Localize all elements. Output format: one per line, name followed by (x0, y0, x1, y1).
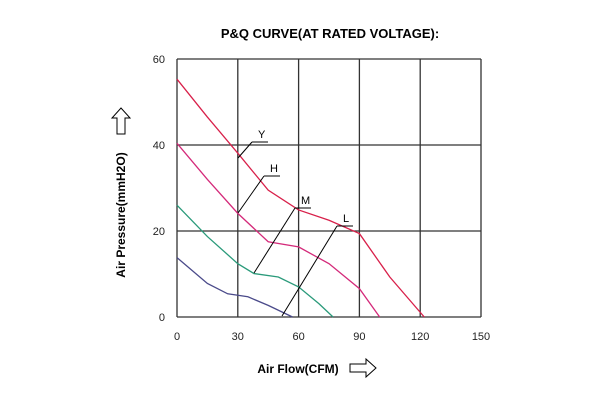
x-tick-label: 0 (174, 331, 180, 343)
series-line-H (176, 142, 381, 318)
y-axis-label: Air Pressure(mmH2O) (114, 152, 128, 277)
chart-title: P&Q CURVE(AT RATED VOLTAGE): (221, 26, 439, 41)
series-line-Y (176, 78, 425, 318)
leader-line (253, 207, 296, 274)
x-tick-label: 120 (411, 331, 429, 343)
y-tick-label: 40 (153, 140, 165, 152)
series-label-Y: Y (258, 129, 266, 141)
grid (176, 58, 482, 318)
series-label-L: L (343, 213, 349, 225)
x-axis-label: Air Flow(CFM) (257, 362, 338, 376)
leader-line (237, 175, 265, 214)
series-line-L (176, 257, 293, 318)
y-tick-label: 20 (153, 226, 165, 238)
series-label-M: M (301, 195, 310, 207)
series-label-H: H (270, 163, 278, 175)
leader-line (237, 141, 253, 159)
y-arrow-icon (110, 107, 132, 135)
y-tick-label: 60 (153, 54, 165, 66)
series-lines (176, 78, 425, 318)
x-tick-label: 150 (472, 331, 490, 343)
leader-line (281, 225, 338, 317)
x-tick-label: 30 (232, 331, 244, 343)
x-tick-label: 90 (353, 331, 365, 343)
series-line-M (176, 204, 334, 318)
series-labels: Y H M L (237, 129, 353, 317)
x-tick-label: 60 (292, 331, 304, 343)
x-arrow-icon (349, 357, 377, 379)
y-tick-label: 0 (159, 312, 165, 324)
tick-labels: 0 30 60 90 120 150 0 20 40 60 (153, 54, 490, 343)
